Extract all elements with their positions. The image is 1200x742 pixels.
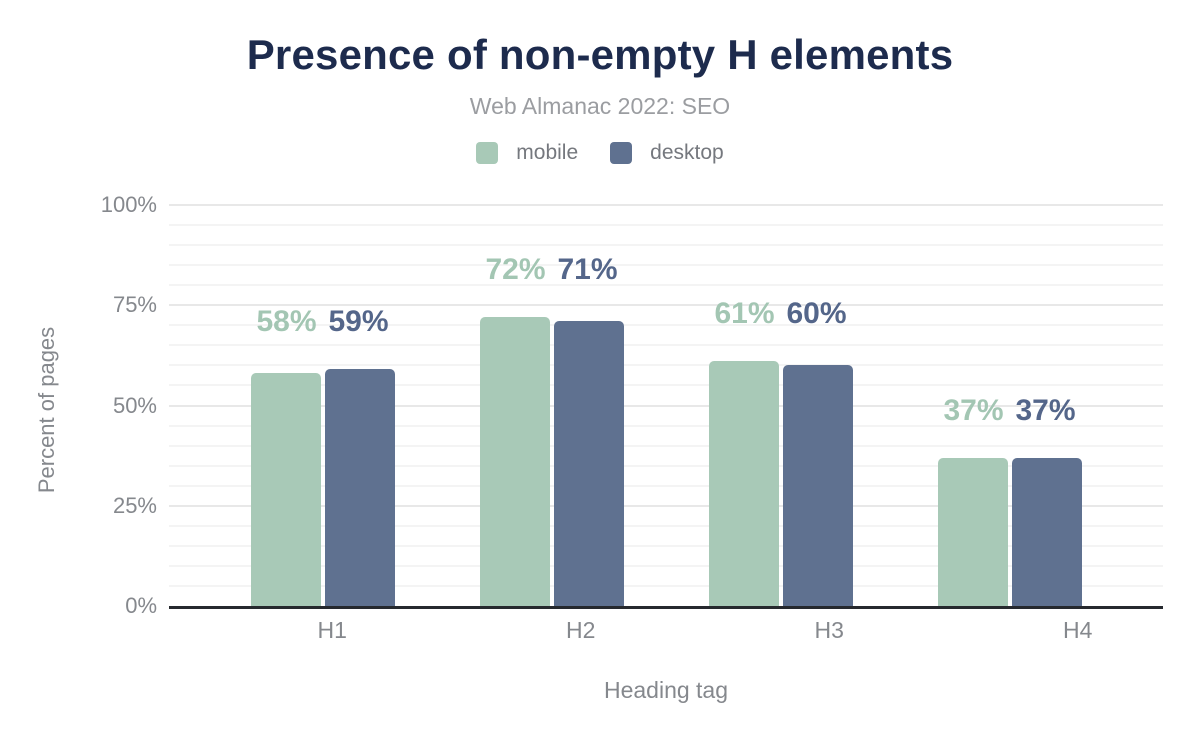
bar-mobile-h1[interactable] bbox=[250, 373, 321, 606]
x-axis-ticks: H1 H2 H3 H4 bbox=[169, 617, 1200, 644]
y-tick-label: 100% bbox=[100, 192, 157, 217]
gridline bbox=[169, 264, 1163, 267]
bar-groups: 58% 59% 72% 71% 61% 60% 37% 37% bbox=[169, 205, 1163, 606]
value-label-desktop-h4: 37% bbox=[1015, 393, 1076, 427]
bar-group-h4: 37% 37% bbox=[895, 205, 1124, 606]
bar-desktop-h1[interactable] bbox=[324, 369, 395, 606]
legend-label-desktop: desktop bbox=[650, 141, 724, 164]
value-label-mobile-h4: 37% bbox=[943, 393, 1004, 427]
bar-group-h2: 72% 71% bbox=[437, 205, 666, 606]
gridline bbox=[169, 484, 1163, 487]
gridline bbox=[169, 444, 1163, 447]
value-labels-h4: 37% 37% bbox=[943, 393, 1076, 427]
x-tick-label-h4: H4 bbox=[1063, 617, 1093, 643]
value-label-desktop-h2: 71% bbox=[557, 253, 618, 287]
bar-mobile-h4[interactable] bbox=[937, 457, 1008, 606]
bar-desktop-h4[interactable] bbox=[1011, 457, 1082, 606]
gridline bbox=[169, 464, 1163, 467]
x-tick-label-h3: H3 bbox=[814, 617, 844, 643]
value-label-mobile-h2: 72% bbox=[485, 253, 546, 287]
value-labels-h1: 58% 59% bbox=[256, 307, 388, 337]
gridline bbox=[169, 364, 1163, 367]
gridline bbox=[169, 204, 1163, 206]
gridline bbox=[169, 344, 1163, 347]
gridline bbox=[169, 284, 1163, 287]
gridline bbox=[169, 584, 1163, 587]
gridline bbox=[169, 224, 1163, 227]
value-label-desktop-h1: 59% bbox=[328, 305, 389, 339]
y-tick-label: 75% bbox=[112, 292, 157, 318]
x-tick-label-h2: H2 bbox=[566, 617, 596, 643]
value-label-mobile-h1: 58% bbox=[256, 305, 317, 339]
chart-subtitle: Web Almanac 2022: SEO bbox=[469, 93, 731, 119]
legend-item-desktop: desktop bbox=[610, 141, 724, 165]
chart-title: Presence of non-empty H elements bbox=[246, 31, 954, 78]
gridline bbox=[169, 524, 1163, 527]
y-tick-label: 50% bbox=[112, 392, 157, 418]
gridline bbox=[169, 244, 1163, 247]
gridline bbox=[169, 504, 1163, 507]
legend-swatch-mobile-icon bbox=[476, 142, 499, 164]
gridline bbox=[169, 304, 1163, 307]
bar-mobile-h3[interactable] bbox=[708, 361, 779, 606]
legend-swatch-desktop-icon bbox=[610, 142, 633, 164]
value-labels-h2: 72% 71% bbox=[485, 255, 617, 285]
value-labels-h3: 61% 60% bbox=[714, 299, 846, 329]
gridline bbox=[169, 384, 1163, 387]
x-tick-label-h1: H1 bbox=[317, 617, 347, 643]
y-tick-label: 25% bbox=[112, 492, 157, 518]
x-axis-line bbox=[169, 606, 1163, 609]
bar-desktop-h3[interactable] bbox=[782, 365, 853, 606]
bar-group-h3: 61% 60% bbox=[666, 205, 895, 606]
gridline bbox=[169, 424, 1163, 427]
legend: mobile desktop bbox=[0, 141, 1200, 165]
plot-area: 58% 59% 72% 71% 61% 60% 37% 37% bbox=[169, 204, 1163, 609]
value-label-desktop-h3: 60% bbox=[786, 297, 847, 331]
gridline bbox=[169, 544, 1163, 547]
bar-mobile-h2[interactable] bbox=[479, 317, 550, 606]
gridline bbox=[169, 324, 1163, 327]
legend-item-mobile: mobile bbox=[476, 141, 578, 165]
bar-desktop-h2[interactable] bbox=[553, 321, 624, 606]
gridline bbox=[169, 564, 1163, 567]
y-tick-label: 0% bbox=[125, 593, 157, 618]
legend-label-mobile: mobile bbox=[516, 141, 579, 164]
value-label-mobile-h3: 61% bbox=[714, 297, 775, 331]
x-axis-title: Heading tag bbox=[603, 677, 729, 703]
gridline bbox=[169, 404, 1163, 407]
bar-group-h1: 58% 59% bbox=[208, 205, 437, 606]
